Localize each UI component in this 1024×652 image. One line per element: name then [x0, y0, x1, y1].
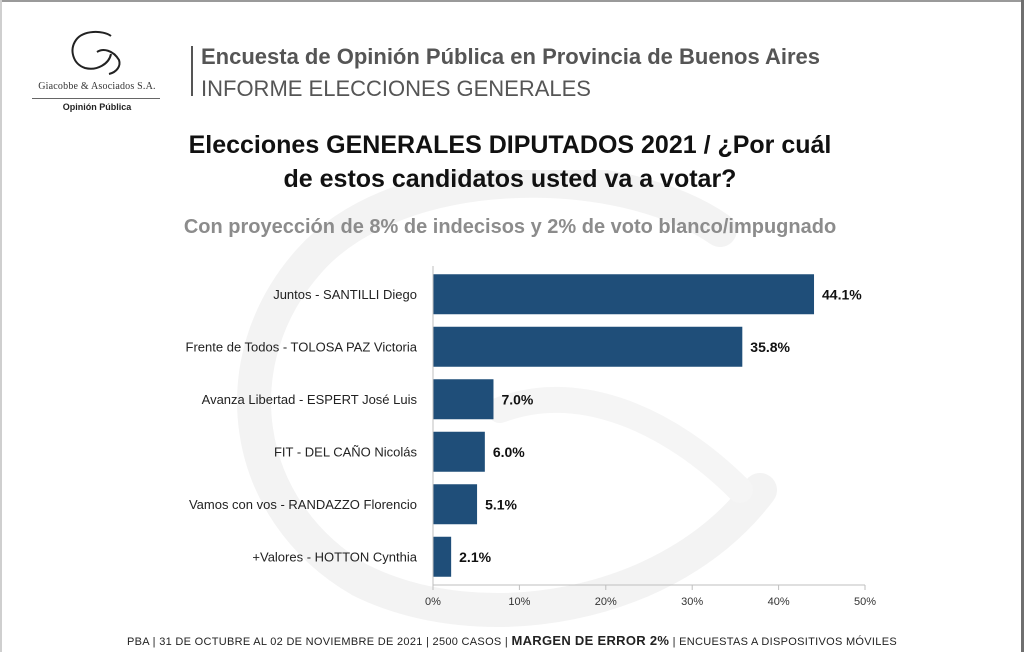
bar-4 — [433, 484, 478, 525]
logo-company-name: Giacobbe & Asociados S.A. — [38, 81, 156, 92]
window-left-border — [0, 0, 2, 652]
data-label-2: 7.0% — [501, 391, 533, 407]
bar-1 — [433, 326, 743, 367]
chart-subtitle: Con proyección de 8% de indecisos y 2% d… — [183, 216, 837, 238]
bar-5 — [433, 536, 452, 577]
x-tick-label-5: 50% — [854, 596, 876, 608]
data-label-3: 6.0% — [493, 444, 525, 460]
category-label-5: +Valores - HOTTON Cynthia — [252, 549, 417, 564]
x-tick-label-0: 0% — [425, 596, 441, 608]
data-label-1: 35.8% — [750, 339, 790, 355]
bar-0 — [433, 274, 815, 315]
footer-text: PBA | 31 DE OCTUBRE AL 02 DE NOVIEMBRE D… — [0, 633, 1024, 648]
data-label-5: 2.1% — [459, 549, 491, 565]
header-divider — [191, 46, 193, 96]
x-tick-label-1: 10% — [508, 596, 530, 608]
logo-mark-icon — [71, 30, 121, 75]
chart-title-line-1: Elecciones GENERALES DIPUTADOS 2021 / ¿P… — [188, 131, 832, 159]
category-label-3: FIT - DEL CAÑO Nicolás — [274, 444, 418, 459]
chart-title: Elecciones GENERALES DIPUTADOS 2021 / ¿P… — [150, 128, 870, 196]
category-label-0: Juntos - SANTILLI Diego — [273, 287, 417, 302]
data-label-0: 44.1% — [822, 286, 862, 302]
report-title: Encuesta de Opinión Pública en Provincia… — [201, 44, 821, 69]
report-subtitle: INFORME ELECCIONES GENERALES — [201, 76, 591, 101]
x-tick-label-3: 30% — [681, 596, 703, 608]
footer-info: PBA | 31 DE OCTUBRE AL 02 DE NOVIEMBRE D… — [127, 636, 512, 648]
logo-subtitle: Opinión Pública — [62, 102, 132, 112]
window-right-border — [1021, 0, 1024, 652]
background-watermark — [237, 170, 777, 627]
logo-divider — [32, 98, 160, 99]
bar-2 — [433, 379, 494, 420]
category-label-4: Vamos con vos - RANDAZZO Florencio — [189, 497, 417, 512]
chart-title-line-2: de estos candidatos usted va a votar? — [283, 165, 737, 193]
x-tick-label-4: 40% — [768, 596, 790, 608]
data-label-4: 5.1% — [485, 496, 517, 512]
x-tick-label-2: 20% — [595, 596, 617, 608]
window-top-border — [0, 0, 1024, 2]
category-label-1: Frente de Todos - TOLOSA PAZ Victoria — [186, 339, 418, 354]
bar-3 — [433, 431, 485, 472]
category-label-2: Avanza Libertad - ESPERT José Luis — [202, 392, 418, 407]
footer-method: | ENCUESTAS A DISPOSITIVOS MÓVILES — [669, 636, 897, 648]
company-logo: Giacobbe & Asociados S.A. Opinión Públic… — [22, 30, 172, 120]
footer-margin-of-error: MARGEN DE ERROR 2% — [511, 633, 670, 648]
